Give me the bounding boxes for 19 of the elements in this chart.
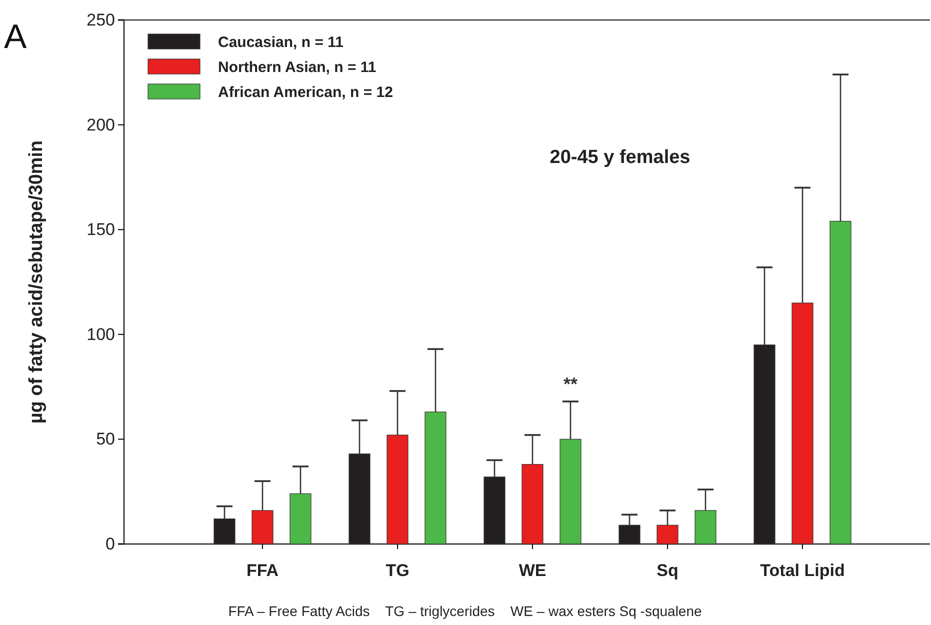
- x-tick-label: FFA: [246, 560, 279, 580]
- y-tick-label: 100: [86, 324, 115, 344]
- y-tick-label: 150: [86, 220, 115, 240]
- text: 20-45 y females: [550, 147, 690, 168]
- x-tick-label: Total Lipid: [760, 560, 845, 580]
- y-tick-label: 250: [86, 10, 115, 30]
- legend-label: Caucasian, n = 11: [218, 34, 344, 51]
- x-tick-label: Sq: [656, 560, 678, 580]
- y-axis-title: µg of fatty acid/sebutape/30min: [26, 140, 47, 424]
- legend-label: African American, n = 12: [218, 84, 393, 101]
- y-tick-label: 0: [106, 534, 115, 554]
- x-tick-label: WE: [518, 560, 546, 580]
- legend-label: Northern Asian, n = 11: [218, 59, 376, 76]
- text: FFA – Free Fatty Acids TG – triglycerides WE – wax esters Sq -squalene: [228, 603, 702, 619]
- x-tick-label: TG: [386, 560, 410, 580]
- text: A: [4, 18, 27, 56]
- y-tick-label: 200: [86, 115, 115, 134]
- annotation: **: [563, 374, 578, 394]
- y-tick-label: 50: [96, 430, 115, 449]
